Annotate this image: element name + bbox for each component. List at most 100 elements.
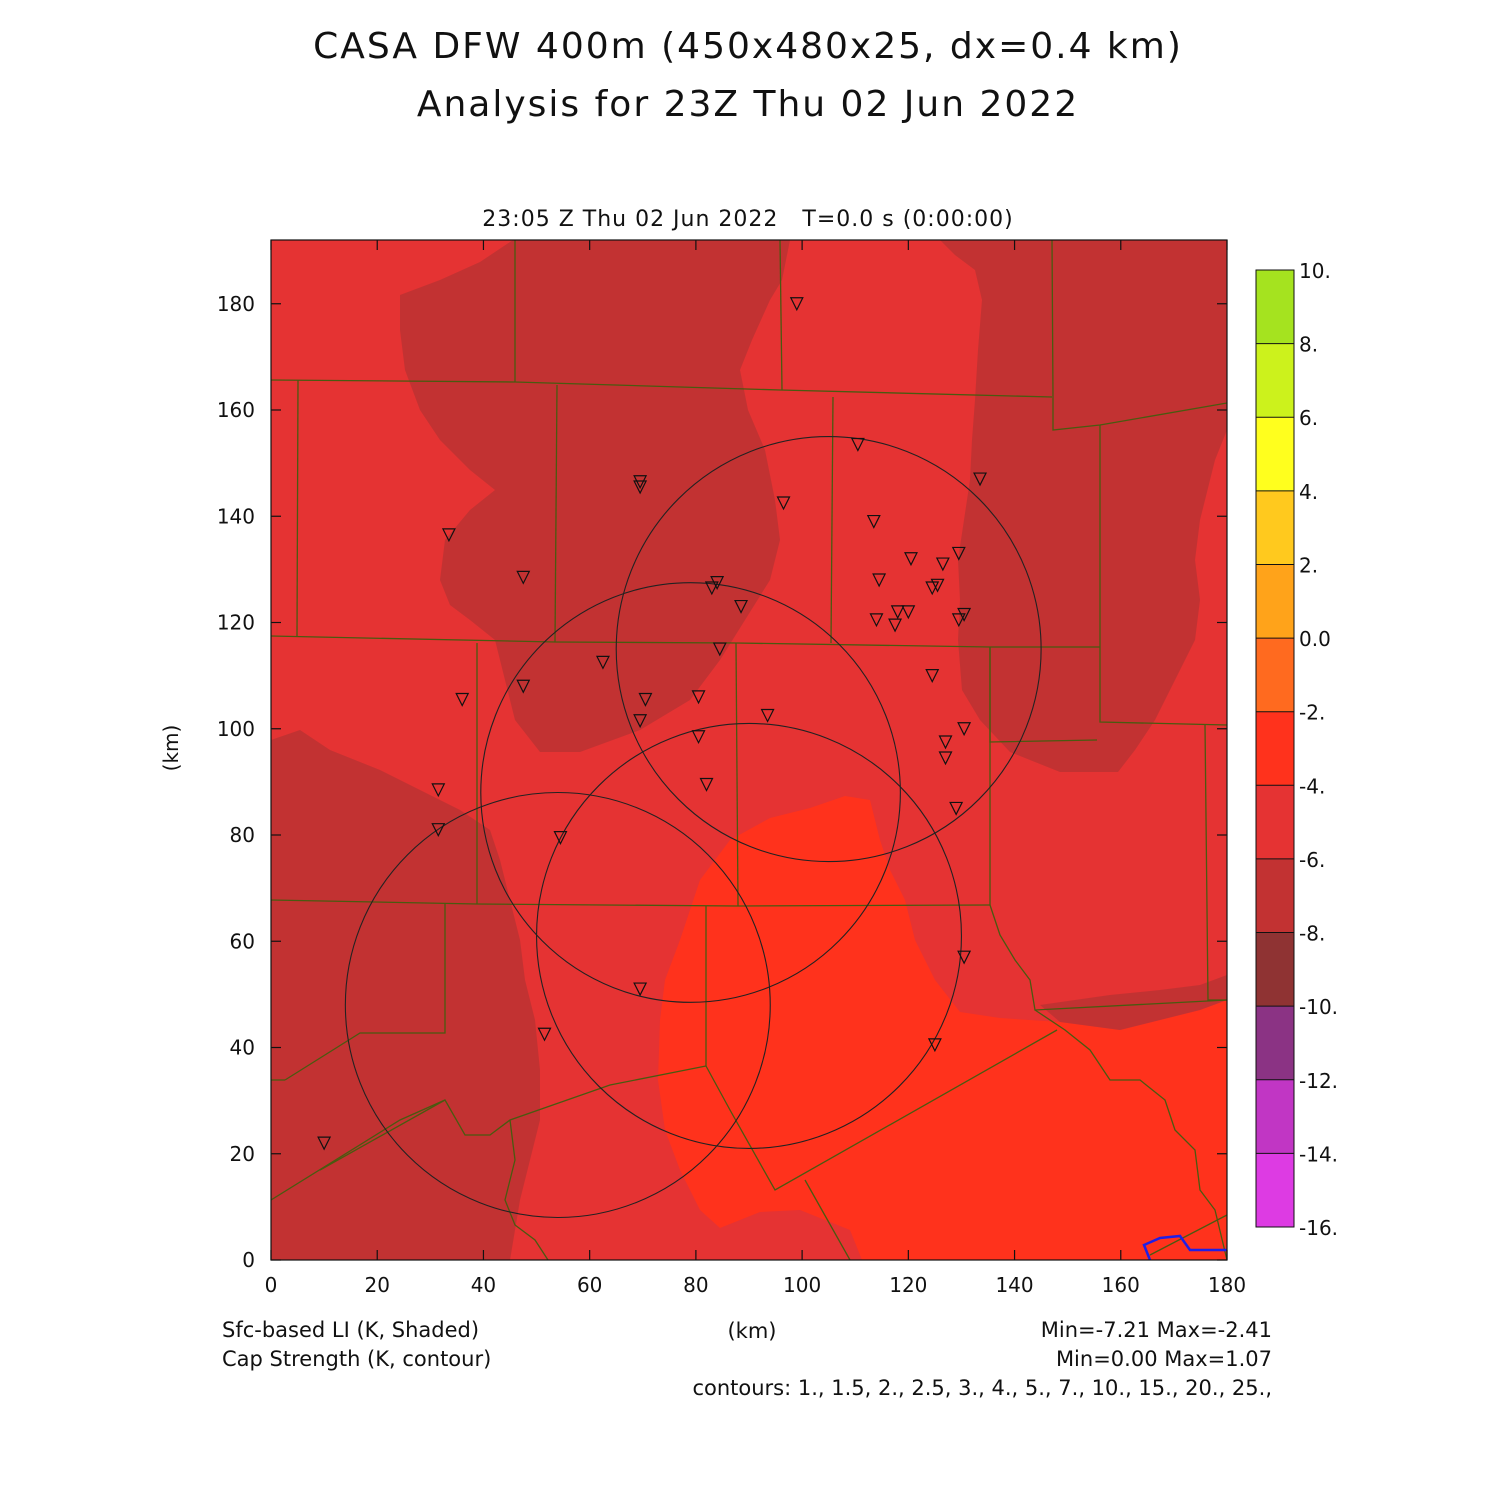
station-marker [516, 570, 531, 585]
station-marker [938, 735, 953, 750]
colorbar-label: -16. [1299, 1216, 1338, 1240]
station-marker [710, 576, 725, 590]
station-marker [925, 581, 940, 596]
colorbar-label: -10. [1299, 995, 1338, 1019]
station-marker [957, 950, 972, 965]
station-marker [633, 475, 648, 490]
radar-range-circle [344, 791, 771, 1219]
station-marker [633, 982, 648, 997]
y-tick-label: 140 [217, 504, 255, 528]
station-marker [699, 777, 714, 792]
x-tick-label: 120 [889, 1273, 927, 1297]
colorbar-swatch [1256, 785, 1294, 860]
field-region-south-warm [658, 796, 1227, 1260]
x-tick-label: 160 [1102, 1273, 1140, 1297]
station-marker [973, 472, 988, 487]
colorbar-swatch [1256, 343, 1294, 418]
station-marker [704, 581, 719, 596]
y-tick-label: 60 [230, 929, 255, 953]
station-marker [633, 480, 648, 495]
y-tick-label: 20 [230, 1142, 255, 1166]
colorbar-label: -4. [1299, 774, 1325, 798]
x-tick-label: 180 [1208, 1273, 1246, 1297]
colorbar-label: 8. [1299, 333, 1318, 357]
colorbar-label: -12. [1299, 1069, 1338, 1093]
field-region-east-band [940, 240, 1227, 772]
radar-range-circle [615, 436, 1042, 863]
station-marker [866, 514, 881, 529]
axis-ticks: 0 20 40 60 80 100 120 140 160 180 0 20 40 60 80 100 120 1… [217, 240, 1246, 1297]
station-marker [760, 708, 775, 723]
y-tick-label: 120 [217, 611, 255, 635]
station-marker [638, 692, 653, 707]
x-tick-label: 0 [265, 1273, 278, 1297]
station-marker [595, 655, 610, 670]
colorbar-label: -6. [1299, 848, 1325, 872]
x-axis-unit: (km) [727, 1319, 776, 1343]
radar-range-circle [480, 582, 901, 1003]
station-marker [441, 528, 456, 543]
chart-title: CASA DFW 400m (450x480x25, dx=0.4 km) [313, 26, 1183, 67]
colorbar-swatch [1256, 1006, 1294, 1081]
colorbar-swatch [1256, 490, 1294, 565]
colorbar-swatch [1256, 858, 1294, 934]
colorbar-label: 4. [1299, 480, 1318, 504]
station-marker [957, 722, 972, 737]
colorbar-label: 2. [1299, 553, 1318, 577]
station-marker [890, 605, 905, 620]
y-tick-label: 100 [217, 717, 255, 741]
colorbar-swatch [1256, 417, 1294, 492]
footer-contour-field: Cap Strength (K, contour) [222, 1347, 491, 1371]
station-markers [317, 297, 988, 1151]
y-tick-label: 0 [242, 1248, 255, 1272]
station-marker [553, 831, 568, 845]
plot-area [271, 240, 1227, 1260]
station-marker [789, 297, 804, 312]
station-marker [901, 605, 916, 620]
station-marker [951, 613, 966, 628]
station-marker [734, 599, 749, 614]
colorbar-swatch [1256, 638, 1294, 713]
footer-contour-levels: contours: 1., 1.5, 2., 2.5, 3., 4., 5., … [692, 1376, 1272, 1400]
station-marker [927, 1038, 942, 1053]
plot-frame [270, 239, 1228, 1261]
colorbar-label: -2. [1299, 701, 1325, 725]
station-marker [431, 783, 446, 798]
station-marker [850, 437, 865, 452]
station-marker [869, 613, 884, 628]
y-tick-label: 160 [217, 398, 255, 422]
colorbar-label: 0.0 [1299, 627, 1331, 651]
time-label: 23:05 Z Thu 02 Jun 2022 T=0.0 s (0:00:00… [482, 207, 1013, 232]
station-marker [633, 714, 648, 729]
station-marker [951, 546, 966, 561]
x-tick-label: 80 [683, 1273, 708, 1297]
colorbar-swatch [1256, 932, 1294, 1007]
x-tick-label: 100 [783, 1273, 821, 1297]
colorbar-swatch [1256, 711, 1294, 786]
station-marker [455, 692, 470, 707]
field-region-southwest-band [271, 730, 540, 1260]
colorbar-swatch [1256, 1153, 1294, 1228]
colorbar: 10. 8. 6. 4. 2. 0.0 -2. -4. -6. -8. -10. -12. -14. -1… [1255, 259, 1338, 1240]
x-tick-label: 140 [995, 1273, 1033, 1297]
chart-subtitle: Analysis for 23Z Thu 02 Jun 2022 [417, 84, 1079, 125]
station-marker [949, 801, 964, 816]
footer-contour-range: Min=0.00 Max=1.07 [1056, 1347, 1272, 1371]
radar-circles [344, 436, 1042, 1219]
station-marker [935, 557, 950, 572]
footer-shaded-range: Min=-7.21 Max=-2.41 [1041, 1318, 1272, 1342]
station-marker [431, 823, 446, 838]
station-marker [957, 607, 972, 622]
station-marker [712, 642, 727, 657]
y-tick-label: 40 [230, 1036, 255, 1060]
station-marker [776, 496, 791, 511]
colorbar-swatch [1256, 1079, 1294, 1154]
colorbar-label: 6. [1299, 406, 1318, 430]
station-marker [872, 573, 887, 588]
station-marker [938, 751, 953, 766]
colorbar-swatch [1256, 564, 1294, 639]
station-marker [888, 618, 903, 633]
station-marker [925, 669, 940, 683]
